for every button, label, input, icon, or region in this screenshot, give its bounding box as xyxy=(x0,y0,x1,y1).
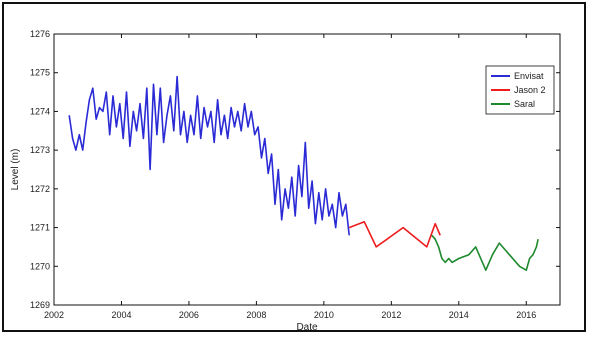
legend-label-envisat: Envisat xyxy=(514,71,544,81)
y-tick-label: 1270 xyxy=(30,261,50,271)
chart-frame: 2002 2004 2006 2008 2010 2012 2014 2016 1269 1270… xyxy=(2,2,586,332)
x-tick-label: 2010 xyxy=(314,310,334,320)
legend-label-saral: Saral xyxy=(514,99,535,109)
y-tick-label: 1274 xyxy=(30,106,50,116)
series-line-jason-2 xyxy=(348,221,441,248)
x-tick-label: 2016 xyxy=(516,310,536,320)
y-tick-label: 1276 xyxy=(30,29,50,39)
legend-label-jason-2: Jason 2 xyxy=(514,85,546,95)
y-tick-label: 1275 xyxy=(30,68,50,78)
x-tick-label: 2012 xyxy=(381,310,401,320)
water-level-chart: 2002 2004 2006 2008 2010 2012 2014 2016 1269 1270… xyxy=(10,29,561,330)
x-tick-label: 2004 xyxy=(111,310,131,320)
x-tick-label: 2006 xyxy=(179,310,199,320)
x-tick-label: 2014 xyxy=(449,310,469,320)
x-tick-label: 2002 xyxy=(44,310,64,320)
y-tick-label: 1269 xyxy=(30,300,50,310)
x-axis-label: Date xyxy=(296,322,318,330)
series-layer xyxy=(68,75,539,272)
y-tick-label: 1271 xyxy=(30,223,50,233)
x-tick-label: 2008 xyxy=(246,310,266,320)
series-line-envisat xyxy=(68,75,350,236)
y-axis-label: Level (m) xyxy=(10,149,21,191)
axis-ticks: 2002 2004 2006 2008 2010 2012 2014 2016 1269 1270… xyxy=(30,29,560,320)
plot-area: 2002 2004 2006 2008 2010 2012 2014 2016 1269 1270… xyxy=(30,29,561,320)
y-tick-label: 1272 xyxy=(30,184,50,194)
legend: Envisat Jason 2 Saral xyxy=(485,65,555,115)
y-tick-label: 1273 xyxy=(30,145,50,155)
series-line-saral xyxy=(431,234,539,272)
